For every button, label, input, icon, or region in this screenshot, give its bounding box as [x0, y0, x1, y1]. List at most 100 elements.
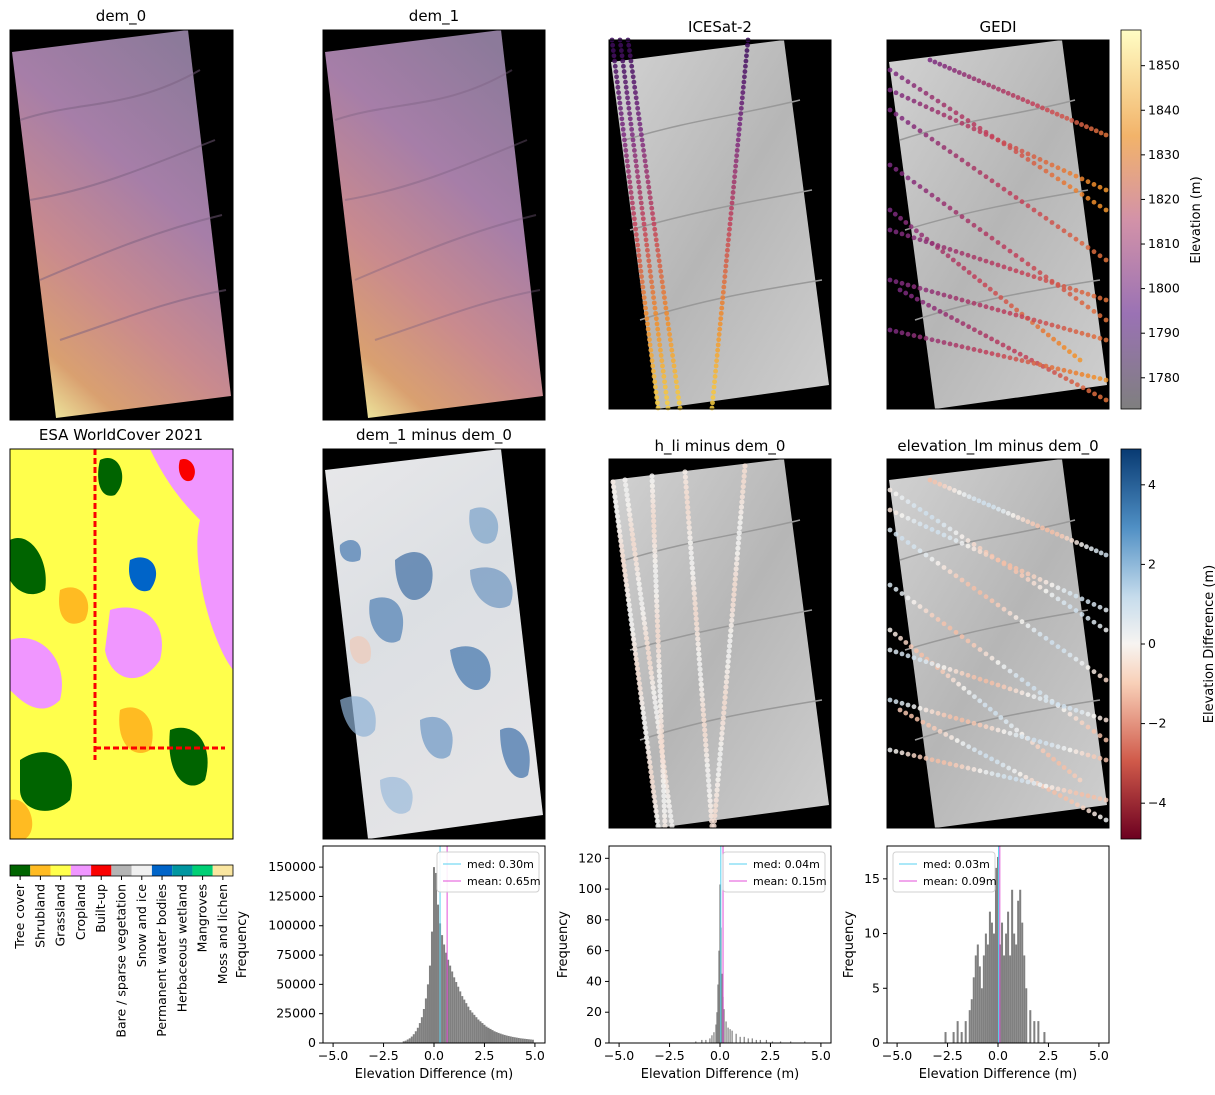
histogram-bar [804, 1041, 806, 1043]
gedi-point [929, 289, 935, 295]
gedi-point [911, 98, 917, 104]
elevationlm-diff-point [965, 638, 971, 644]
gedi-point [1055, 282, 1061, 287]
elevationlm-diff-point [965, 543, 971, 549]
gedi-point [977, 125, 983, 131]
gedi-point [995, 262, 1001, 268]
hli-diff-point [625, 592, 631, 598]
elevationlm-diff-point [1014, 727, 1020, 733]
gedi-point [995, 137, 1001, 143]
elevationlm-diff-point [893, 699, 899, 705]
icesat-point [713, 368, 718, 374]
gedi-point [1057, 373, 1063, 378]
hli-diff-point [649, 488, 656, 494]
icesat-point [676, 395, 681, 400]
landcover-swatch [91, 865, 112, 876]
icesat-point [625, 95, 630, 101]
elevation-colorbar-tick-label: 1850 [1148, 58, 1180, 73]
histogram-bar [505, 1035, 508, 1043]
gedi-point [956, 70, 962, 75]
hli-diff-point [683, 489, 690, 495]
icesat-point [667, 337, 673, 343]
icesat-point [628, 121, 634, 127]
gedi-point [1025, 261, 1031, 267]
icesat-point [648, 200, 654, 206]
histogram-bar [469, 1010, 472, 1043]
gedi-point [956, 261, 962, 267]
elevationlm-diff-point [911, 518, 917, 524]
icesat-point [709, 405, 715, 411]
hli-diff-point [655, 648, 662, 654]
hli-diff-point [701, 717, 707, 723]
icesat-point [651, 295, 656, 300]
hli-diff-point [643, 630, 649, 636]
elevationlm-diff-point [1103, 627, 1109, 633]
gedi-point [935, 290, 941, 296]
elevationlm-diff-point [965, 581, 971, 587]
elevationlm-diff-point [917, 521, 923, 527]
hli-diff-point [726, 653, 732, 659]
elevationlm-diff-point [971, 747, 977, 753]
icesat-point [658, 268, 664, 274]
elevationlm-diff-point [965, 672, 971, 678]
hli-diff-point [725, 658, 731, 665]
histogram-bar [487, 1027, 490, 1043]
hli-diff-point [729, 617, 735, 623]
elevationlm-diff-point [1084, 544, 1089, 550]
icesat-point [625, 100, 631, 106]
hli-diff-point [685, 509, 691, 516]
hli-diff-point [651, 694, 658, 701]
elevationlm-diff-point [1013, 673, 1019, 678]
icesat-point [645, 321, 650, 327]
y-tick-label: 20 [586, 1004, 602, 1019]
histogram-bar [990, 922, 993, 1043]
histogram-bar [1037, 1021, 1040, 1043]
elevationlm-diff-point [1091, 754, 1097, 760]
gedi-point [1103, 337, 1109, 343]
icesat-point [727, 221, 733, 227]
elevationlm-diff-point [1052, 790, 1057, 795]
icesat-point [716, 337, 722, 343]
gedi-point [1031, 274, 1037, 280]
gedi-point [929, 337, 935, 343]
icesat-point [641, 148, 646, 153]
icesat-point [721, 279, 727, 285]
icesat-point [739, 95, 745, 101]
histogram-bar [467, 1006, 470, 1043]
elevationlm-diff-point [917, 604, 923, 609]
gedi-point [954, 318, 960, 323]
gedi-point [1067, 369, 1073, 375]
icesat-point [738, 111, 744, 116]
elevationlm-diff-point [1055, 644, 1061, 650]
elevationlm-diff-point [1019, 568, 1025, 574]
elevationlm-diff-point [1074, 540, 1080, 545]
histogram-hli-minus-dem0: −5.0 −2.5 0.0 2.5 5.0020406080100120Elevatio… [556, 845, 832, 1082]
icesat-point [646, 258, 652, 264]
icesat-point [618, 105, 623, 111]
icesat-point [634, 100, 640, 106]
gedi-point [995, 182, 1001, 188]
elevationlm-diff-point [959, 717, 965, 723]
gedi-point [929, 192, 935, 198]
hli-diff-point [724, 669, 730, 675]
hli-diff-point [625, 502, 631, 508]
gedi-point [947, 149, 953, 155]
gedi-point [1031, 265, 1037, 271]
elevationlm-diff-point [965, 719, 971, 725]
elevationlm-diff-point [1056, 760, 1062, 766]
hli-diff-point [725, 663, 731, 670]
icesat-point [720, 289, 726, 295]
gedi-point [1055, 224, 1061, 230]
icesat-point [676, 400, 682, 406]
icesat-point [622, 74, 628, 80]
gedi-point [994, 339, 1000, 345]
icesat-point [734, 153, 740, 159]
hli-diff-point [716, 766, 722, 773]
gedi-point [931, 305, 937, 311]
histogram-bar [1015, 944, 1018, 1043]
elevationlm-diff-point [905, 515, 911, 521]
gedi-point [941, 201, 947, 207]
gedi-point [1103, 377, 1109, 383]
icesat-point [658, 353, 664, 358]
gedi-point [1079, 176, 1085, 182]
